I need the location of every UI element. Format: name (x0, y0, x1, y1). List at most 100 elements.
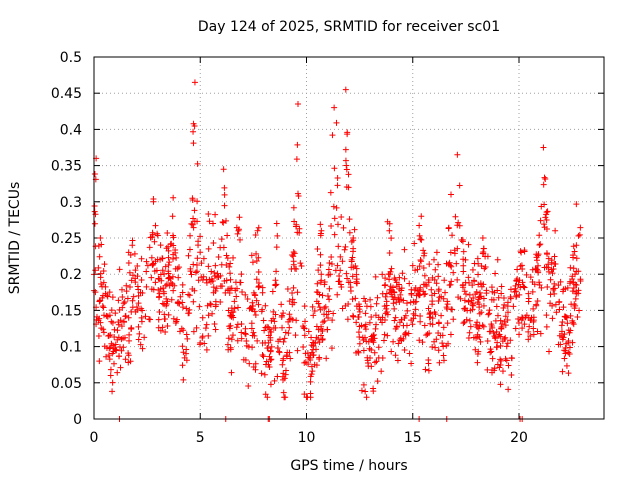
data-point (469, 306, 476, 313)
data-point (314, 280, 321, 287)
data-point (535, 262, 542, 269)
data-point (164, 323, 171, 330)
data-point (574, 313, 581, 320)
data-point (307, 357, 314, 364)
data-point (134, 263, 141, 270)
data-point (129, 304, 136, 311)
data-point (356, 340, 363, 347)
data-point (158, 277, 165, 284)
data-point (349, 296, 356, 303)
data-point (224, 232, 231, 239)
y-tick-label: 0.25 (51, 231, 82, 247)
data-point (109, 379, 116, 386)
data-point (185, 291, 192, 298)
data-point (150, 198, 157, 205)
data-point (258, 370, 265, 377)
data-point (374, 294, 381, 301)
data-point (502, 334, 509, 341)
data-point (481, 265, 488, 272)
data-point (440, 352, 447, 359)
data-point (425, 276, 432, 283)
data-point (513, 293, 520, 300)
data-point (259, 284, 266, 291)
data-point (401, 315, 408, 322)
data-point (103, 353, 110, 360)
data-point (276, 336, 283, 343)
data-point (502, 322, 509, 329)
data-point (190, 120, 197, 127)
data-point (317, 262, 324, 269)
data-point (390, 300, 397, 307)
y-tick-label: 0.1 (60, 340, 82, 356)
data-point (455, 294, 462, 301)
data-point (245, 343, 252, 350)
data-point (503, 357, 510, 364)
data-point (245, 382, 252, 389)
data-point (344, 275, 351, 282)
data-point (279, 324, 286, 331)
data-point (433, 249, 440, 256)
data-point (411, 287, 418, 294)
data-point (165, 243, 172, 250)
data-point (525, 315, 532, 322)
data-point (339, 305, 346, 312)
data-point (281, 335, 288, 342)
data-point (391, 305, 398, 312)
data-point (407, 299, 414, 306)
data-point (445, 340, 452, 347)
data-point (281, 394, 288, 401)
data-point (100, 329, 107, 336)
data-point (382, 293, 389, 300)
data-point (475, 271, 482, 278)
data-point (325, 266, 332, 273)
x-tick-label: 5 (196, 430, 205, 446)
data-point (469, 282, 476, 289)
data-point (447, 262, 454, 269)
data-point (567, 312, 574, 319)
data-point (282, 329, 289, 336)
data-point (220, 166, 227, 173)
data-point (186, 310, 193, 317)
data-point (151, 238, 158, 245)
data-point (373, 300, 380, 307)
y-tick-label: 0.15 (51, 303, 82, 319)
data-point (367, 296, 374, 303)
data-point (330, 310, 337, 317)
data-point (466, 317, 473, 324)
data-point (317, 306, 324, 313)
data-point (280, 338, 287, 345)
data-point (386, 276, 393, 283)
data-point (191, 287, 198, 294)
x-tick-label: 20 (510, 430, 528, 446)
data-point (421, 322, 428, 329)
data-point (194, 160, 201, 167)
data-point (489, 288, 496, 295)
data-point (91, 208, 98, 215)
data-point (331, 104, 338, 111)
data-point (551, 260, 558, 267)
data-point (227, 285, 234, 292)
data-point (373, 321, 380, 328)
data-point (488, 348, 495, 355)
data-point (293, 221, 300, 228)
data-point (402, 332, 409, 339)
data-point (183, 305, 190, 312)
data-point (126, 337, 133, 344)
data-point (533, 257, 540, 264)
data-point (386, 250, 393, 257)
data-point (252, 366, 259, 373)
data-point (440, 295, 447, 302)
data-point (448, 306, 455, 313)
data-point (212, 262, 219, 269)
data-point (115, 297, 122, 304)
data-point (336, 272, 343, 279)
data-point (416, 222, 423, 229)
data-point (525, 328, 532, 335)
data-point (187, 265, 194, 272)
data-point (264, 345, 271, 352)
data-point (348, 238, 355, 245)
data-point (489, 324, 496, 331)
data-point (502, 313, 509, 320)
data-point (100, 312, 107, 319)
data-point (476, 310, 483, 317)
